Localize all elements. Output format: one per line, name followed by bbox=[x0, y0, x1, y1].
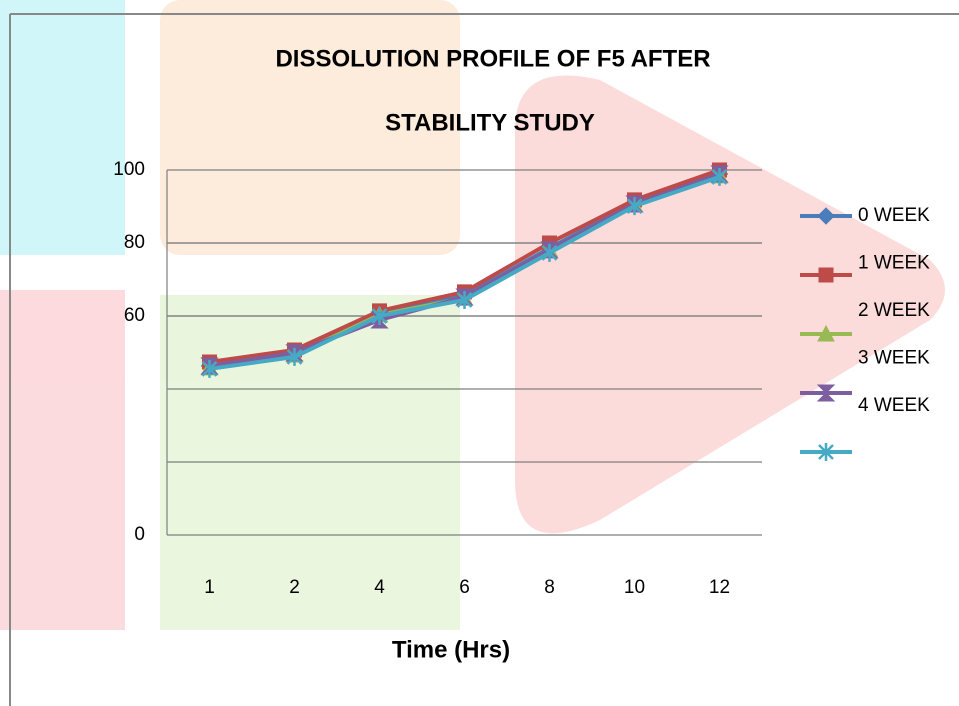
marker bbox=[541, 243, 558, 262]
marker bbox=[286, 347, 303, 366]
legend-label: 0 WEEK bbox=[858, 205, 930, 226]
legend-label: 4 WEEK bbox=[858, 395, 930, 416]
marker bbox=[816, 384, 836, 402]
y-tick-label: 100 bbox=[113, 159, 145, 180]
marker bbox=[626, 197, 643, 216]
marker bbox=[818, 443, 834, 461]
legend-label: 1 WEEK bbox=[858, 253, 930, 274]
chart-title: DISSOLUTION PROFILE OF F5 AFTER bbox=[275, 45, 710, 72]
y-tick-label: 80 bbox=[124, 232, 145, 253]
y-tick-label: 60 bbox=[124, 305, 145, 326]
marker bbox=[201, 359, 218, 378]
marker bbox=[371, 307, 388, 325]
x-tick-label: 6 bbox=[459, 577, 470, 598]
series bbox=[201, 167, 728, 378]
x-tick-label: 8 bbox=[544, 577, 555, 598]
x-tick-label: 2 bbox=[289, 577, 300, 598]
y-tick-label: 0 bbox=[134, 524, 145, 545]
legend-label: 3 WEEK bbox=[858, 348, 930, 369]
chart-title: STABILITY STUDY bbox=[385, 109, 595, 136]
x-tick-label: 1 bbox=[204, 577, 215, 598]
marker bbox=[456, 290, 473, 309]
marker bbox=[817, 207, 835, 225]
x-axis-title: Time (Hrs) bbox=[392, 636, 510, 663]
marker bbox=[711, 167, 728, 186]
x-tick-label: 12 bbox=[709, 577, 730, 598]
marker bbox=[817, 324, 835, 342]
x-tick-label: 10 bbox=[624, 577, 645, 598]
legend-label: 2 WEEK bbox=[858, 300, 930, 321]
x-tick-label: 4 bbox=[374, 577, 385, 598]
marker bbox=[818, 267, 834, 283]
